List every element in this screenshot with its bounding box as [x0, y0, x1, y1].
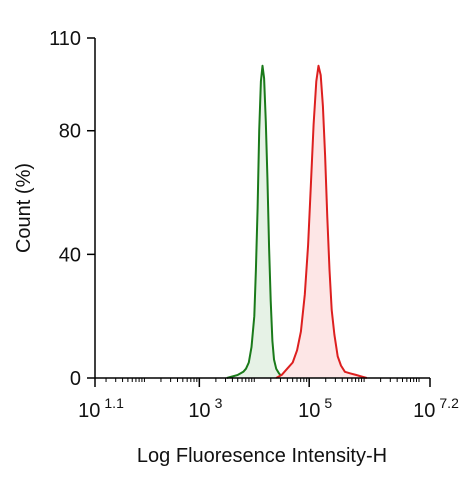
axes: [94, 38, 430, 379]
series-2-area: [276, 65, 367, 379]
x-major-ticks: 10 1.1 10 3 10 5 10 7.2: [78, 378, 459, 422]
series-2-line: [275, 64, 368, 379]
series-1-line: [226, 64, 285, 379]
y-axis-title: Count (%): [13, 163, 35, 253]
x-minor-ticks: [105, 378, 420, 382]
x-axis-title: Log Fluoresence Intensity-H: [137, 445, 387, 467]
x-tick-label: 10 7.2: [413, 395, 459, 422]
x-tick-label: 10 3: [188, 395, 222, 422]
y-tick-label: 0: [70, 368, 81, 390]
x-tick-label: 10 1.1: [78, 395, 124, 422]
y-tick-label: 110: [49, 28, 81, 50]
plot-series: [226, 64, 368, 379]
y-ticks: 0 40 80 110: [49, 28, 95, 390]
x-tick-label: 10 5: [298, 395, 332, 422]
series-1-area: [226, 65, 285, 379]
y-tick-label: 40: [59, 244, 81, 266]
y-tick-label: 80: [59, 121, 81, 143]
